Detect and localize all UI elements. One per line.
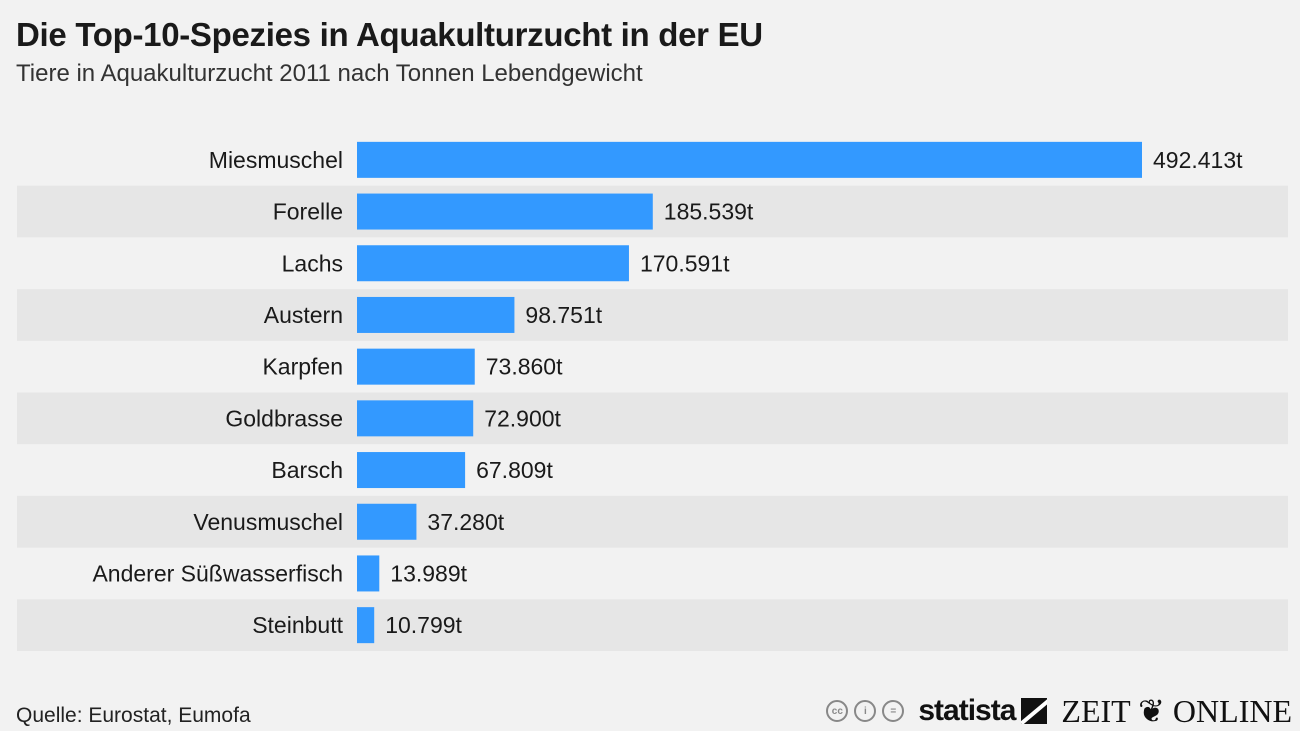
bar[interactable] bbox=[357, 245, 629, 282]
statista-wordmark: statista bbox=[918, 694, 1016, 727]
zeit-online-logo[interactable]: ZEIT ❦ ONLINE bbox=[1061, 693, 1292, 729]
value-label: 67.809t bbox=[476, 457, 553, 483]
value-label: 73.860t bbox=[486, 354, 563, 380]
value-label: 492.413t bbox=[1153, 147, 1243, 173]
creative-commons-license[interactable]: cc i = bbox=[826, 700, 905, 722]
source-note: Quelle: Eurostat, Eumofa bbox=[16, 704, 251, 727]
bar[interactable] bbox=[357, 452, 466, 489]
category-label: Venusmuschel bbox=[193, 509, 343, 535]
value-label: 13.989t bbox=[390, 560, 467, 586]
bar[interactable] bbox=[357, 555, 380, 592]
cc-icon: cc bbox=[826, 700, 849, 722]
value-label: 170.591t bbox=[640, 250, 730, 276]
statista-mark-icon bbox=[1021, 698, 1048, 724]
bar[interactable] bbox=[357, 193, 653, 230]
statista-logo[interactable]: statista bbox=[918, 694, 1048, 728]
by-icon: i bbox=[854, 700, 877, 722]
bar[interactable] bbox=[357, 141, 1142, 178]
category-label: Steinbutt bbox=[252, 612, 343, 638]
category-label: Karpfen bbox=[262, 354, 343, 380]
value-label: 10.799t bbox=[385, 612, 462, 638]
value-label: 72.900t bbox=[484, 405, 561, 431]
row-stripe bbox=[17, 392, 1288, 445]
category-label: Austern bbox=[264, 302, 343, 328]
bar[interactable] bbox=[357, 607, 375, 644]
category-label: Miesmuschel bbox=[209, 147, 343, 173]
nd-icon: = bbox=[882, 700, 905, 722]
value-label: 98.751t bbox=[525, 302, 602, 328]
category-label: Anderer Süßwasserfisch bbox=[92, 560, 343, 586]
value-label: 37.280t bbox=[427, 509, 504, 535]
value-label: 185.539t bbox=[664, 199, 754, 225]
bar[interactable] bbox=[357, 503, 417, 540]
chart-title: Die Top-10-Spezies in Aquakulturzucht in… bbox=[16, 16, 763, 53]
bar[interactable] bbox=[357, 348, 475, 385]
category-label: Goldbrasse bbox=[225, 405, 343, 431]
row-stripe bbox=[17, 289, 1288, 341]
bar[interactable] bbox=[357, 400, 474, 437]
row-stripe bbox=[17, 599, 1288, 651]
category-label: Barsch bbox=[271, 457, 343, 483]
row-stripe bbox=[17, 495, 1288, 548]
bar[interactable] bbox=[357, 296, 515, 333]
chart-subtitle: Tiere in Aquakulturzucht 2011 nach Tonne… bbox=[16, 60, 643, 87]
category-label: Forelle bbox=[273, 199, 343, 225]
category-label: Lachs bbox=[282, 250, 343, 276]
footer-logos: cc i = statista ZEIT ❦ ONLINE bbox=[826, 692, 1292, 730]
